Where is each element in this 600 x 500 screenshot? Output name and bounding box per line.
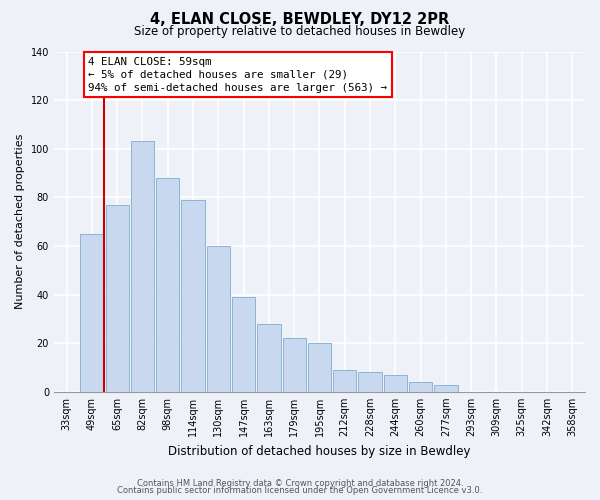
Text: Size of property relative to detached houses in Bewdley: Size of property relative to detached ho… (134, 25, 466, 38)
Bar (308, 343, 331, 392)
Bar (131, 142, 154, 392)
Bar (358, 372, 382, 392)
Text: 4 ELAN CLOSE: 59sqm
← 5% of detached houses are smaller (29)
94% of semi-detache: 4 ELAN CLOSE: 59sqm ← 5% of detached hou… (88, 56, 388, 93)
Bar (409, 382, 432, 392)
Bar (434, 384, 458, 392)
Y-axis label: Number of detached properties: Number of detached properties (15, 134, 25, 310)
Text: Contains public sector information licensed under the Open Government Licence v3: Contains public sector information licen… (118, 486, 482, 495)
Bar (257, 324, 281, 392)
Bar (181, 200, 205, 392)
Bar (232, 297, 255, 392)
Bar (156, 178, 179, 392)
Bar (80, 234, 103, 392)
Bar (106, 204, 129, 392)
X-axis label: Distribution of detached houses by size in Bewdley: Distribution of detached houses by size … (168, 444, 471, 458)
Text: 4, ELAN CLOSE, BEWDLEY, DY12 2PR: 4, ELAN CLOSE, BEWDLEY, DY12 2PR (151, 12, 449, 28)
Bar (206, 246, 230, 392)
Bar (333, 370, 356, 392)
Bar (283, 338, 306, 392)
Bar (383, 375, 407, 392)
Text: Contains HM Land Registry data © Crown copyright and database right 2024.: Contains HM Land Registry data © Crown c… (137, 478, 463, 488)
